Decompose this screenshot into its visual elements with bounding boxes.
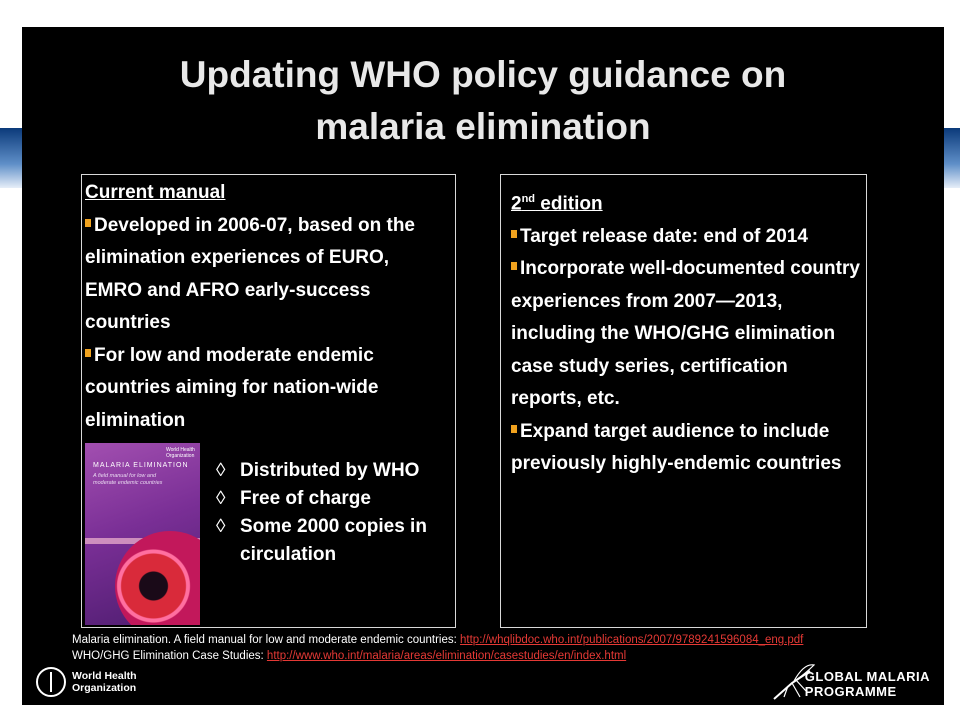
book-title: MALARIA ELIMINATION <box>93 462 189 469</box>
slide-title-line-1: Updating WHO policy guidance on <box>179 54 787 95</box>
manual-cover-image: World Health Organization MALARIA ELIMIN… <box>85 443 200 625</box>
edition-number: 2 <box>511 193 522 215</box>
diamond-bullet-icon: ◊ <box>216 488 226 509</box>
list-item: ◊ Some 2000 copies in circulation <box>216 513 446 569</box>
distribution-list: ◊ Distributed by WHO ◊ Free of charge ◊ … <box>216 457 446 569</box>
square-bullet-icon <box>511 424 517 433</box>
mosquito-icon <box>773 664 816 700</box>
who-emblem-icon <box>36 667 66 697</box>
edition-suffix: nd <box>521 193 536 205</box>
case-studies-link[interactable]: http://www.who.int/malaria/areas/elimina… <box>266 650 627 662</box>
second-edition-bullet-2: Incorporate well-documented country expe… <box>511 253 863 416</box>
who-logo-text: World Health Organization <box>72 670 137 694</box>
current-manual-heading: Current manual <box>85 182 226 203</box>
reference-text: Malaria elimination. A field manual for … <box>72 634 461 646</box>
edition-word: edition <box>535 193 603 215</box>
square-bullet-icon <box>511 262 517 271</box>
list-item-text: Some 2000 copies in circulation <box>240 516 427 565</box>
slide-title: Updating WHO policy guidance on malaria … <box>22 49 944 153</box>
diamond-bullet-icon: ◊ <box>216 516 226 537</box>
second-edition-bullet-1: Target release date: end of 2014 <box>511 221 863 254</box>
square-bullet-icon <box>511 229 517 238</box>
second-edition-heading: 2nd edition <box>511 183 863 221</box>
global-malaria-programme-logo: GLOBAL MALARIA PROGRAMME <box>770 664 930 701</box>
current-manual-bullet-1: Developed in 2006-07, based on the elimi… <box>85 210 450 340</box>
reference-text: WHO/GHG Elimination Case Studies: <box>72 650 267 662</box>
book-decoration-circle <box>115 531 200 625</box>
list-item-text: Free of charge <box>240 488 371 509</box>
who-logo-line-2: Organization <box>72 682 137 694</box>
reference-line-2: WHO/GHG Elimination Case Studies: http:/… <box>72 648 942 664</box>
bullet-text: Target release date: end of 2014 <box>520 225 808 247</box>
reference-line-1: Malaria elimination. A field manual for … <box>72 632 942 648</box>
square-bullet-icon <box>85 348 91 357</box>
square-bullet-icon <box>85 218 91 227</box>
current-manual-bullet-2: For low and moderate endemic countries a… <box>85 340 450 438</box>
slide: Updating WHO policy guidance on malaria … <box>22 27 944 705</box>
right-edge-decoration <box>942 128 960 188</box>
gmp-logo-line-1: GLOBAL MALARIA <box>804 669 930 684</box>
bullet-text: Developed in 2006-07, based on the elimi… <box>85 214 415 334</box>
bullet-text: For low and moderate endemic countries a… <box>85 344 379 431</box>
list-item: ◊ Distributed by WHO <box>216 457 446 485</box>
gmp-logo-text: GLOBAL MALARIA PROGRAMME <box>805 669 930 699</box>
who-logo: World Health Organization <box>36 667 137 697</box>
list-item-text: Distributed by WHO <box>240 460 420 481</box>
slide-title-line-2: malaria elimination <box>315 106 651 147</box>
references: Malaria elimination. A field manual for … <box>72 632 942 664</box>
left-edge-decoration <box>0 128 22 188</box>
gmp-logo-line-2: PROGRAMME <box>804 684 897 699</box>
bullet-text: Expand target audience to include previo… <box>511 420 842 475</box>
who-logo-line-1: World Health <box>72 670 137 682</box>
diamond-bullet-icon: ◊ <box>216 460 226 481</box>
second-edition-bullet-3: Expand target audience to include previo… <box>511 416 863 481</box>
bullet-text: Incorporate well-documented country expe… <box>511 258 860 410</box>
second-edition-box: 2nd edition Target release date: end of … <box>500 174 867 628</box>
list-item: ◊ Free of charge <box>216 485 446 513</box>
book-subtitle: A field manual for low and moderate ende… <box>93 473 163 486</box>
field-manual-link[interactable]: http://whqlibdoc.who.int/publications/20… <box>460 634 804 646</box>
current-manual-box: Current manual Developed in 2006-07, bas… <box>81 174 456 628</box>
book-publisher-logo: World Health Organization <box>166 447 195 459</box>
